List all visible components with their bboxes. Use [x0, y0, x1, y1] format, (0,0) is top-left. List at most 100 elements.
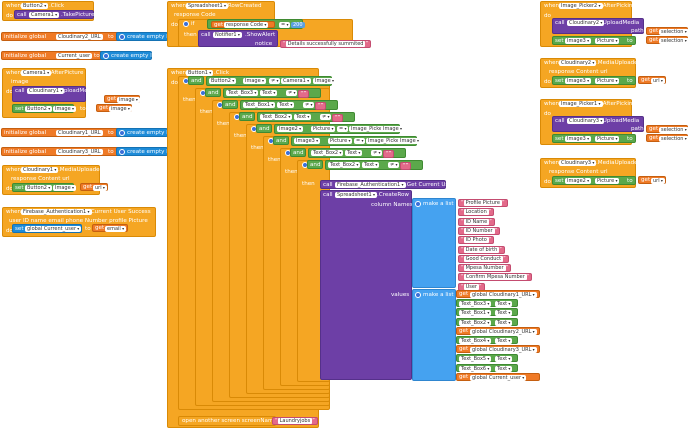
gear-icon[interactable] [119, 130, 125, 136]
call-block[interactable]: call Cloudinary3 .UploadMedia path [552, 116, 644, 132]
component-dropdown[interactable]: Image_Picker1 [559, 101, 603, 107]
create-empty-list-block[interactable]: create empty list [116, 147, 174, 156]
call-block[interactable]: call Camera1 .TakePicture [14, 10, 94, 19]
make-list-block[interactable]: make a list [412, 289, 456, 381]
text-string-block[interactable]: “” [315, 102, 327, 110]
get-block[interactable]: get selection [646, 134, 689, 142]
column-name-string[interactable]: “ID Photo” [458, 236, 495, 245]
component-dropdown[interactable]: Text_Box2 [311, 150, 344, 156]
text-value[interactable]: ID Photo [463, 237, 489, 244]
property-dropdown[interactable]: Image [398, 138, 421, 144]
get-block[interactable]: get selection [646, 36, 689, 44]
set-property-block[interactable]: set Image3 Picture to [552, 134, 636, 143]
variable-dropdown[interactable]: global Cloudinary2_URL [470, 328, 537, 335]
property-dropdown[interactable]: Picture [595, 78, 620, 84]
set-property-block[interactable]: set Button2 Image to [12, 104, 86, 113]
operator-dropdown[interactable]: ≠ [320, 114, 332, 120]
variable-dropdown[interactable]: image [109, 106, 132, 112]
column-name-string[interactable]: “Profile Picture” [458, 199, 508, 207]
component-dropdown[interactable]: Button1 [186, 70, 214, 76]
get-global-block[interactable]: get global Cloudinary1_URL [456, 290, 540, 298]
component-property-block[interactable]: Text_Box2Text [456, 317, 518, 326]
property-dropdown[interactable]: Image [243, 78, 266, 84]
component-property-block[interactable]: Text_Box5Text [456, 354, 518, 363]
component-dropdown[interactable]: Cloudinary1 [21, 167, 59, 173]
and-block[interactable]: and [239, 112, 255, 121]
compare-block[interactable]: get response Code = 200 [207, 19, 305, 29]
component-property-block[interactable]: Text_Box3Text [456, 299, 518, 308]
property-dropdown[interactable]: Picture [595, 136, 620, 142]
column-name-string[interactable]: “Date of birth” [458, 245, 505, 254]
component-dropdown[interactable]: Cloudinary2 [567, 20, 605, 26]
component-dropdown[interactable]: Button2 [21, 3, 49, 9]
text-value[interactable]: Laundryjobs [277, 418, 313, 424]
gear-icon[interactable] [415, 201, 421, 207]
and-block[interactable]: and [290, 148, 306, 157]
text-string-block[interactable]: “Details successfully summited” [280, 40, 372, 48]
compare-block[interactable]: Image2 Picture=Image_Picker2Image [274, 124, 404, 134]
component-dropdown[interactable]: Camera1 [29, 12, 60, 18]
column-name-string[interactable]: “Mpesa Number” [458, 264, 512, 273]
component-dropdown[interactable]: Image_Picker2 [366, 138, 410, 144]
get-block[interactable]: get email [92, 224, 128, 232]
get-block[interactable]: get selection [646, 27, 689, 35]
text-string-block[interactable]: “” [332, 114, 344, 122]
column-name-string[interactable]: “Good Conduct” [458, 254, 509, 263]
call-firebase-block[interactable]: call Firebase_Authentication1 .Get Curre… [320, 180, 454, 189]
set-property-block[interactable]: set Image3 Picture to [552, 76, 636, 85]
text-string-block[interactable]: “” [383, 150, 395, 158]
component-dropdown[interactable]: Spreadsheet1 [186, 3, 228, 9]
text-value[interactable]: Details successfully summited [285, 41, 366, 47]
property-dropdown[interactable]: Text [495, 338, 513, 344]
variable-dropdown[interactable]: url [651, 78, 665, 84]
property-dropdown[interactable]: Text [294, 114, 312, 120]
component-dropdown[interactable]: Button2 [209, 78, 237, 84]
component-dropdown[interactable]: Image_Picker2 [559, 3, 603, 9]
get-block[interactable]: get image [104, 95, 140, 103]
compare-block[interactable]: Text_Box3Text ≠“” [223, 88, 321, 98]
make-list-block[interactable]: make a list [412, 198, 456, 288]
property-dropdown[interactable]: Picture [595, 178, 620, 184]
component-dropdown[interactable]: Image_Picker2 [349, 126, 393, 132]
component-dropdown[interactable]: Firebase_Authentication1 [335, 182, 406, 188]
component-dropdown[interactable]: Camera1 [21, 70, 52, 76]
get-block[interactable]: get selection [646, 125, 689, 133]
text-value[interactable]: Good Conduct [463, 255, 504, 262]
get-block[interactable]: get url [638, 76, 666, 84]
property-dropdown[interactable]: Text [495, 310, 513, 317]
component-dropdown[interactable]: Text_Box1 [243, 102, 276, 108]
compare-block[interactable]: Text_Box2Text ≠“” [257, 112, 355, 122]
property-dropdown[interactable]: Image [53, 185, 76, 191]
get-block[interactable]: get url [80, 183, 108, 191]
component-dropdown[interactable]: Text_Box2 [459, 319, 492, 326]
operator-dropdown[interactable]: = [337, 126, 349, 132]
gear-icon[interactable] [119, 149, 125, 155]
set-property-block[interactable]: set Image2 Picture to [552, 176, 636, 185]
set-property-block[interactable]: set Image3 Picture to [552, 36, 636, 45]
component-dropdown[interactable]: Image3 [294, 138, 321, 144]
property-dropdown[interactable]: Image [381, 126, 404, 132]
operator-dropdown[interactable]: ≠ [388, 162, 400, 168]
create-empty-list-block[interactable]: create empty list [116, 128, 174, 137]
call-block[interactable]: call Cloudinary2 .UploadMedia path [552, 18, 644, 34]
column-name-string[interactable]: “Location” [458, 208, 495, 217]
property-dropdown[interactable]: Text [495, 365, 513, 372]
and-block[interactable]: and [273, 136, 289, 145]
component-dropdown[interactable]: Notifier1 [213, 32, 242, 38]
operator-dropdown[interactable]: ≠ [371, 150, 383, 156]
compare-block[interactable]: Text_Box1Text ≠“” [240, 100, 338, 110]
variable-dropdown[interactable]: global Current_user [470, 374, 527, 381]
call-spreadsheet-block[interactable]: call Spreadsheet1 .CreateRow column Name… [320, 190, 413, 380]
component-dropdown[interactable]: Text_Box3 [226, 90, 259, 96]
variable-name-field[interactable]: Cloudinary3_URL [56, 149, 103, 155]
text-value[interactable]: ID Name [463, 218, 490, 225]
get-global-block[interactable]: get global Current_user [456, 372, 540, 381]
column-name-string[interactable]: “ID Name” [458, 217, 495, 226]
component-dropdown[interactable]: Image3 [565, 38, 592, 44]
component-dropdown[interactable]: Cloudinary2 [559, 60, 597, 66]
property-dropdown[interactable]: Picture [328, 138, 353, 144]
get-global-block[interactable]: get global Cloudinary3_URL [456, 345, 540, 354]
gear-icon[interactable] [183, 21, 189, 27]
text-value[interactable]: Date of birth [463, 246, 500, 253]
variable-dropdown[interactable]: image [117, 97, 140, 103]
